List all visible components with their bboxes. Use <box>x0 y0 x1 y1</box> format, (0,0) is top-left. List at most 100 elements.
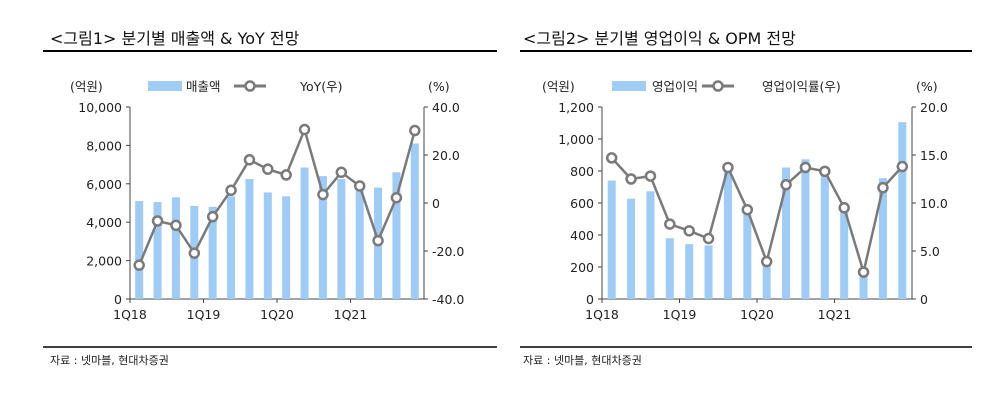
x-tick-label: 1Q20 <box>260 307 294 322</box>
x-tick-label: 1Q18 <box>585 307 619 322</box>
point-4Q19 <box>262 163 274 175</box>
point-1Q20 <box>280 169 292 181</box>
left-tick-label: 0 <box>114 292 122 307</box>
legend-marker-icon <box>712 80 724 92</box>
bar-2Q18 <box>627 198 636 299</box>
bar-3Q19 <box>245 179 254 299</box>
right-tick-label: 0 <box>920 292 928 307</box>
bar-2Q19 <box>227 196 236 299</box>
point-1Q18 <box>605 152 618 164</box>
bar-3Q20 <box>318 176 327 299</box>
left-tick-label: 1,000 <box>558 132 594 147</box>
point-2Q19 <box>702 232 715 245</box>
legend-bar-swatch <box>612 81 646 91</box>
bar-1Q20 <box>762 262 771 299</box>
point-3Q20 <box>799 161 812 174</box>
point-1Q19 <box>206 210 219 223</box>
bar-1Q18 <box>135 201 144 299</box>
x-tick-label: 1Q19 <box>663 307 697 322</box>
bar-2Q18 <box>153 202 162 299</box>
left-tick-label: 0 <box>586 292 594 307</box>
line-series <box>138 125 417 266</box>
bar-1Q19 <box>208 206 217 299</box>
x-tick-label: 1Q18 <box>113 307 147 322</box>
point-2Q20 <box>298 123 311 136</box>
point-1Q18 <box>133 259 145 271</box>
point-1Q21 <box>838 202 850 214</box>
bar-4Q19 <box>263 192 272 299</box>
left-tick-label: 400 <box>570 228 594 243</box>
bar-3Q19 <box>723 171 732 299</box>
chart-title: <그림2> 분기별 영업이익 & OPM 전망 <box>523 29 796 48</box>
x-tick-label: 1Q19 <box>187 307 221 322</box>
chart-1: <그림1> 분기별 매출액 & YoY 전망 (억원) (%) 매출액 YoY(우) 0 2… <box>43 29 497 367</box>
bar-3Q20 <box>801 159 810 299</box>
legend-bar-label: 영업이익 <box>652 79 698 94</box>
right-tick-label: 20.0 <box>920 100 948 115</box>
bar-3Q21 <box>878 178 887 299</box>
point-4Q18 <box>188 247 201 259</box>
left-tick-label: 10,000 <box>78 100 122 115</box>
line-series <box>610 157 904 277</box>
left-axis-unit: (억원) <box>70 79 103 94</box>
point-4Q20 <box>335 166 348 179</box>
point-4Q20 <box>819 165 831 178</box>
point-1Q21 <box>353 180 366 192</box>
point-1Q19 <box>683 225 695 237</box>
bar-1Q21 <box>355 189 364 299</box>
legend-line-label: YoY(우) <box>299 79 343 94</box>
point-3Q19 <box>722 161 734 174</box>
right-tick-label: 10.0 <box>920 196 948 211</box>
point-2Q20 <box>780 179 792 191</box>
bar-4Q20 <box>337 179 346 299</box>
left-tick-label: 200 <box>570 260 594 275</box>
point-2Q21 <box>372 234 384 247</box>
x-tick-label: 1Q21 <box>818 307 852 322</box>
bar-4Q18 <box>665 238 674 299</box>
bar-3Q18 <box>646 191 655 299</box>
bar-1Q19 <box>685 244 694 299</box>
legend-bar-label: 매출액 <box>186 79 221 94</box>
point-3Q20 <box>317 188 329 201</box>
point-2Q18 <box>151 215 164 227</box>
point-1Q20 <box>760 255 773 268</box>
source-note: 자료 : 넷마블, 현대차증권 <box>523 354 642 367</box>
right-tick-label: 5.0 <box>920 244 940 259</box>
point-3Q21 <box>390 191 403 204</box>
legend-line-label: 영업이익률(우) <box>762 79 841 94</box>
point-4Q21 <box>896 160 909 173</box>
legend-bar-swatch <box>148 81 182 91</box>
left-axis-unit: (억원) <box>542 79 575 94</box>
bar-1Q21 <box>840 209 849 299</box>
point-4Q21 <box>409 124 421 137</box>
bar-4Q20 <box>820 172 829 299</box>
right-tick-label: -40.0 <box>432 292 464 307</box>
point-3Q21 <box>877 181 889 194</box>
left-tick-label: 4,000 <box>86 215 122 230</box>
point-3Q18 <box>644 170 657 182</box>
right-tick-label: -20.0 <box>432 244 464 259</box>
point-2Q19 <box>225 184 237 197</box>
bar-2Q20 <box>782 167 791 299</box>
bar-2Q21 <box>859 273 868 299</box>
left-tick-label: 1,200 <box>558 100 594 115</box>
chart-title: <그림1> 분기별 매출액 & YoY 전망 <box>50 29 300 48</box>
bar-3Q18 <box>171 197 180 299</box>
bar-1Q20 <box>282 196 291 299</box>
left-tick-label: 2,000 <box>86 254 122 269</box>
right-tick-label: 15.0 <box>920 148 948 163</box>
right-tick-label: 40.0 <box>432 100 460 115</box>
left-tick-label: 6,000 <box>86 177 122 192</box>
legend-marker-icon <box>244 80 256 92</box>
point-2Q21 <box>857 266 870 278</box>
bar-4Q21 <box>410 143 419 299</box>
point-3Q18 <box>170 219 182 232</box>
right-tick-label: 0 <box>432 196 440 211</box>
bar-4Q21 <box>898 122 907 299</box>
left-tick-label: 8,000 <box>86 138 122 153</box>
x-tick-label: 1Q21 <box>334 307 368 322</box>
x-tick-label: 1Q20 <box>740 307 774 322</box>
bar-3Q21 <box>392 172 401 299</box>
bar-1Q18 <box>607 180 616 299</box>
